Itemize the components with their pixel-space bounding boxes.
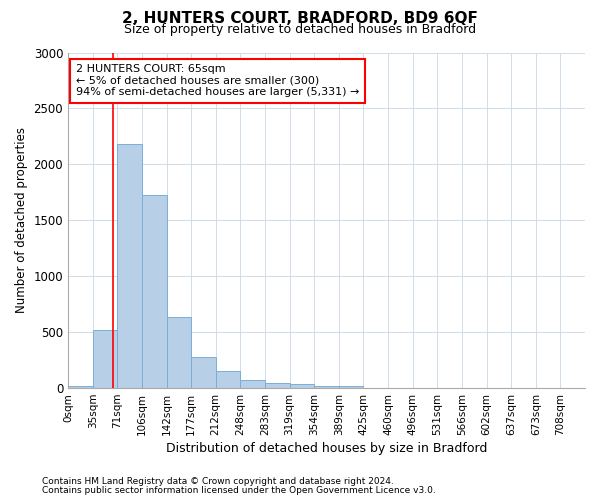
Bar bbox=[241, 380, 265, 388]
Bar bbox=[216, 370, 241, 388]
Text: 2 HUNTERS COURT: 65sqm
← 5% of detached houses are smaller (300)
94% of semi-det: 2 HUNTERS COURT: 65sqm ← 5% of detached … bbox=[76, 64, 359, 98]
Text: Size of property relative to detached houses in Bradford: Size of property relative to detached ho… bbox=[124, 22, 476, 36]
X-axis label: Distribution of detached houses by size in Bradford: Distribution of detached houses by size … bbox=[166, 442, 487, 455]
Bar bbox=[92, 330, 117, 388]
Bar bbox=[191, 356, 216, 388]
Bar bbox=[68, 386, 92, 388]
Bar bbox=[290, 384, 314, 388]
Bar bbox=[314, 386, 339, 388]
Text: Contains HM Land Registry data © Crown copyright and database right 2024.: Contains HM Land Registry data © Crown c… bbox=[42, 477, 394, 486]
Bar bbox=[142, 194, 167, 388]
Bar bbox=[167, 317, 191, 388]
Bar bbox=[117, 144, 142, 388]
Bar bbox=[265, 383, 290, 388]
Y-axis label: Number of detached properties: Number of detached properties bbox=[15, 128, 28, 314]
Bar bbox=[339, 386, 364, 388]
Text: Contains public sector information licensed under the Open Government Licence v3: Contains public sector information licen… bbox=[42, 486, 436, 495]
Text: 2, HUNTERS COURT, BRADFORD, BD9 6QF: 2, HUNTERS COURT, BRADFORD, BD9 6QF bbox=[122, 11, 478, 26]
